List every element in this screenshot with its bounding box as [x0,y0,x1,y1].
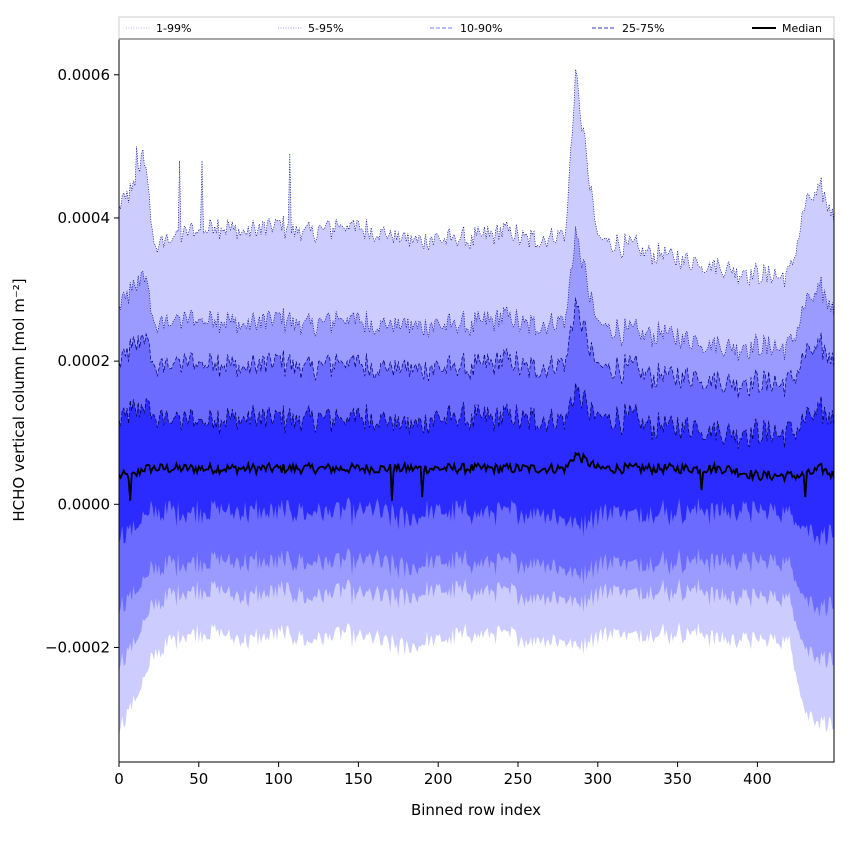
legend-label: Median [782,22,822,35]
upper-line-10-90pct [119,297,834,398]
y-axis: −0.0002 0.0000 0.0002 0.0004 0.0006 [45,66,119,656]
y-tick-label: 0.0002 [58,352,111,370]
percentile-bands [119,69,834,735]
y-tick-label: −0.0002 [45,638,110,656]
x-tick-label: 50 [189,770,208,788]
legend: 1-99% 5-95% 10-90% 25-75% Median [118,16,835,40]
legend-label: 25-75% [622,22,664,35]
x-tick-label: 350 [663,770,692,788]
x-axis: 0 50 100 150 200 250 300 350 400 [114,762,772,788]
median-line [119,451,834,501]
x-tick-label: 300 [583,770,612,788]
x-axis-label: Binned row index [411,801,541,819]
x-tick-label: 400 [743,770,772,788]
x-tick-label: 200 [424,770,453,788]
x-tick-label: 100 [264,770,293,788]
legend-label: 5-95% [308,22,343,35]
legend-label: 10-90% [460,22,502,35]
y-tick-label: 0.0000 [58,495,111,513]
x-tick-label: 250 [504,770,533,788]
upper-line-1-99pct [119,69,834,288]
upper-line-5-95pct [119,226,834,362]
y-tick-label: 0.0006 [58,66,111,84]
y-tick-label: 0.0004 [58,209,111,227]
upper-line-25-75pct [119,382,834,450]
percentile-lines [119,69,834,501]
x-tick-label: 0 [114,770,124,788]
y-axis-label: HCHO vertical column [mol m⁻²] [10,278,28,521]
x-tick-label: 150 [344,770,373,788]
legend-label: 1-99% [156,22,191,35]
